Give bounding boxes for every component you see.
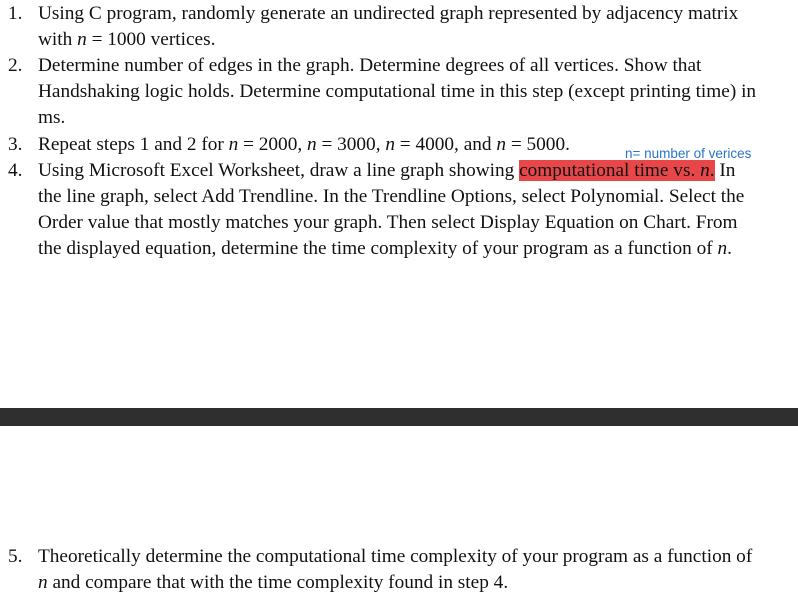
text-segment: n bbox=[77, 29, 87, 50]
text-line: Order value that mostly matches your gra… bbox=[38, 210, 738, 236]
text-segment: the line graph, select Add Trendline. In… bbox=[38, 186, 745, 207]
text-segment: Order value that mostly matches your gra… bbox=[38, 212, 738, 233]
item-number: 1. bbox=[8, 3, 23, 24]
text-segment: Using Microsoft Excel Worksheet, draw a … bbox=[38, 160, 520, 181]
text-segment: n bbox=[385, 134, 395, 155]
text-segment: = 4000, and bbox=[394, 134, 497, 155]
text-line: Using C program, randomly generate an un… bbox=[38, 1, 738, 27]
text-segment: and compare that with the time complexit… bbox=[47, 572, 509, 593]
text-line: n and compare that with the time complex… bbox=[38, 570, 508, 596]
text-segment: = 1000 vertices. bbox=[86, 29, 216, 50]
text-segment: with bbox=[38, 29, 78, 50]
text-segment: . bbox=[727, 238, 732, 259]
text-segment: Determine number of edges in the graph. … bbox=[38, 55, 702, 76]
text-line: Theoretically determine the computationa… bbox=[38, 544, 752, 570]
text-segment: n bbox=[717, 238, 728, 259]
highlighted-text: n bbox=[700, 160, 710, 181]
text-segment: Repeat steps 1 and 2 for bbox=[38, 134, 229, 155]
item-number: 5. bbox=[8, 546, 23, 567]
page-separator bbox=[0, 408, 798, 426]
text-segment: n bbox=[38, 572, 48, 593]
text-segment: Handshaking logic holds. Determine compu… bbox=[38, 81, 757, 102]
text-line: Handshaking logic holds. Determine compu… bbox=[38, 79, 756, 105]
text-line: Repeat steps 1 and 2 for n = 2000, n = 3… bbox=[38, 132, 570, 158]
text-line: Using Microsoft Excel Worksheet, draw a … bbox=[38, 158, 735, 184]
text-line: the line graph, select Add Trendline. In… bbox=[38, 184, 744, 210]
text-segment: the displayed equation, determine the ti… bbox=[38, 238, 718, 259]
text-segment: ms. bbox=[38, 107, 66, 128]
item-number: 3. bbox=[8, 134, 23, 155]
text-segment: Using C program, randomly generate an un… bbox=[38, 3, 739, 24]
handwritten-annotation: n= number of verices bbox=[625, 146, 752, 161]
highlighted-text: . bbox=[709, 160, 715, 181]
text-segment: = 2000, bbox=[238, 134, 307, 155]
text-segment: = 3000, bbox=[316, 134, 386, 155]
text-line: Determine number of edges in the graph. … bbox=[38, 53, 701, 79]
text-line: the displayed equation, determine the ti… bbox=[38, 236, 732, 262]
text-segment: n bbox=[496, 134, 507, 155]
text-segment: n bbox=[228, 134, 239, 155]
text-segment: n bbox=[306, 134, 317, 155]
text-line: with n = 1000 vertices. bbox=[38, 27, 215, 53]
item-number: 4. bbox=[8, 160, 23, 181]
item-number: 2. bbox=[8, 55, 23, 76]
text-segment: In bbox=[714, 160, 736, 181]
text-segment: Theoretically determine the computationa… bbox=[38, 546, 753, 567]
text-segment: = 5000. bbox=[506, 134, 570, 155]
highlighted-text: computational time vs. bbox=[519, 160, 701, 181]
text-line: ms. bbox=[38, 105, 65, 131]
